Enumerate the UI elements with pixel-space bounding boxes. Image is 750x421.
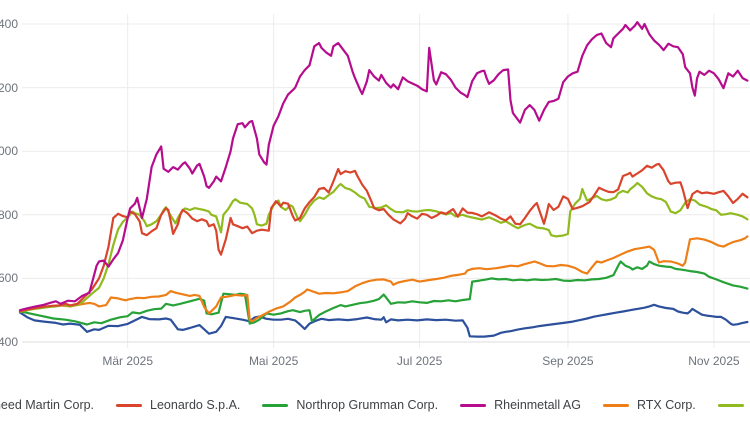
y-tick-label: 1400 <box>0 17 18 31</box>
x-tick-label: Sep 2025 <box>542 354 594 368</box>
legend-item-leonardo-s-p-a[interactable]: Leonardo S.p.A. <box>116 398 240 412</box>
legend-label: RTX Corp. <box>636 398 696 412</box>
legend-swatch <box>602 403 629 407</box>
series-line-lockheed-martin-corp <box>18 303 749 338</box>
legend-item-northrop-grumman-corp[interactable]: Northrop Grumman Corp. <box>262 398 438 412</box>
legend-swatch <box>460 403 487 407</box>
legend-swatch <box>717 403 744 407</box>
y-tick-label: 1000 <box>0 144 18 159</box>
series-line-northrop-grumman-corp <box>18 260 749 326</box>
x-tick-label: Jul 2025 <box>396 354 443 368</box>
series-line-rheinmetall-ag <box>18 21 749 312</box>
series-line-rtx-corp <box>18 235 749 323</box>
legend-label: Rheinmetall AG <box>494 398 581 412</box>
series-line-leonardo-s-p-a <box>18 162 749 313</box>
legend-item-rtx-corp[interactable]: RTX Corp. <box>602 398 696 412</box>
legend: Lockheed Martin Corp. Leonardo S.p.A. Nort… <box>0 395 750 415</box>
y-tick-label: 400 <box>0 335 18 349</box>
y-tick-label: 800 <box>0 207 18 222</box>
legend-item-thales-s-a[interactable]: Thales S.A. <box>717 398 750 412</box>
legend-label: Leonardo S.p.A. <box>150 398 241 412</box>
legend-swatch <box>116 403 143 407</box>
x-tick-label: Nov 2025 <box>688 354 740 368</box>
x-tick-label: Mai 2025 <box>248 354 299 368</box>
legend-swatch <box>262 403 289 407</box>
series-line-thales-s-a <box>18 181 749 313</box>
legend-label: Northrop Grumman Corp. <box>296 398 439 412</box>
legend-item-rheinmetall-ag[interactable]: Rheinmetall AG <box>460 398 581 412</box>
y-tick-label: 600 <box>0 271 18 286</box>
y-tick-label: 1200 <box>0 80 18 95</box>
legend-label: Lockheed Martin Corp. <box>0 398 95 412</box>
x-tick-label: Mär 2025 <box>102 354 154 368</box>
legend-item-lockheed-martin-corp[interactable]: Lockheed Martin Corp. <box>0 398 94 412</box>
